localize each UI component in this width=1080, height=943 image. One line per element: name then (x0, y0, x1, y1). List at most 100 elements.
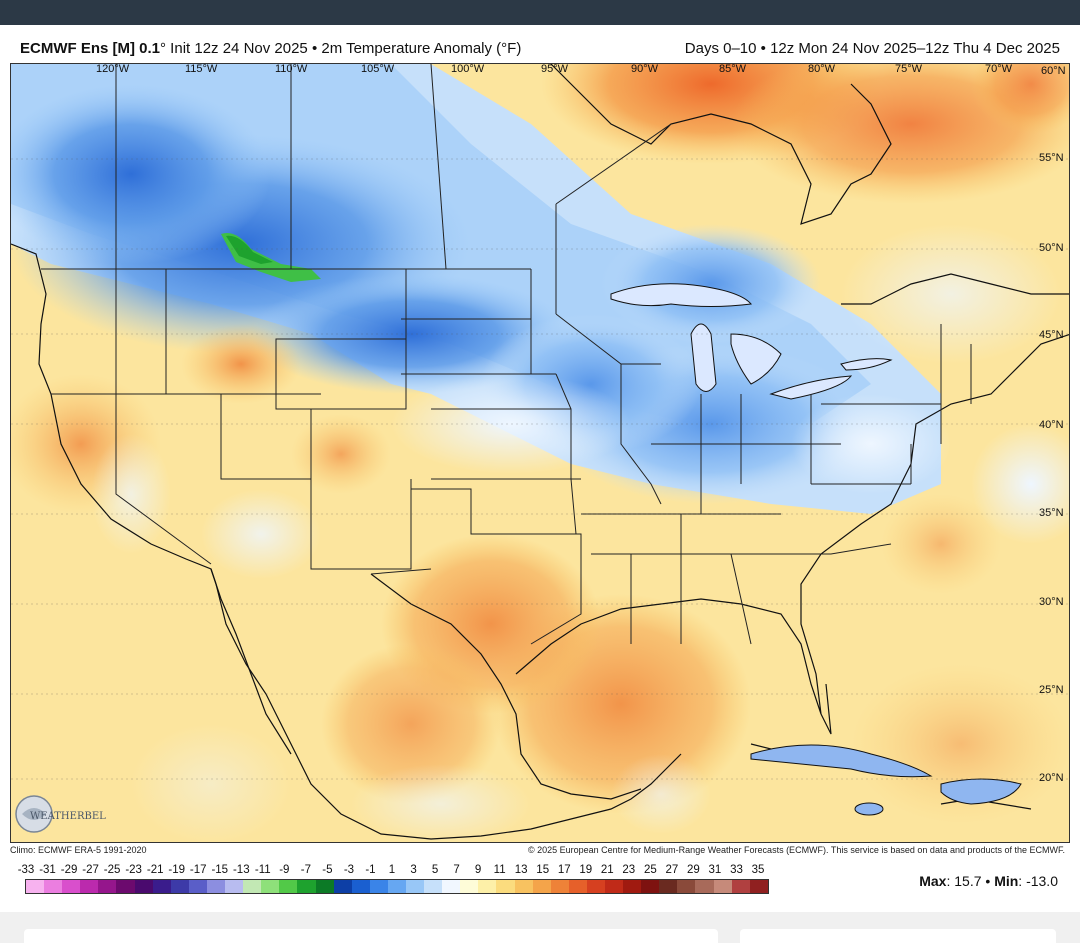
lat-label-50n: 50°N (1039, 242, 1064, 254)
colorscale-label: 33 (730, 864, 743, 876)
lon-label-85w: 85°W (719, 63, 747, 75)
temperature-anomaly-map: 120°W 115°W 110°W 105°W 100°W 95°W 90°W … (10, 63, 1070, 843)
colorscale-swatch (351, 880, 370, 893)
colorscale-label: -11 (254, 864, 271, 876)
lat-label-60n: 60°N (1041, 65, 1066, 77)
lon-label-105w: 105°W (361, 63, 395, 75)
colorscale-swatch (496, 880, 515, 893)
colorscale-label: -33 (17, 864, 35, 876)
colorscale-label: -13 (232, 864, 250, 876)
lon-label-120w: 120°W (96, 63, 130, 75)
colorscale-label: -29 (60, 864, 78, 876)
colorscale-label: -1 (365, 864, 376, 876)
colorscale-swatch (243, 880, 262, 893)
colorscale-swatch (44, 880, 63, 893)
max-min-readout: Max: 15.7 • Min: -13.0 (919, 873, 1058, 889)
colorscale-swatch (478, 880, 497, 893)
colorscale-swatch (225, 880, 244, 893)
colorscale-swatch (550, 880, 569, 893)
colorscale-label: -19 (168, 864, 186, 876)
colorscale-label: 35 (751, 864, 765, 876)
colorscale-swatch (605, 880, 624, 893)
colorscale-swatch (442, 880, 461, 893)
colorscale-label: 29 (687, 864, 700, 876)
content-card-left (24, 929, 718, 943)
lat-label-20n: 20°N (1039, 772, 1064, 784)
colorscale-swatch (26, 880, 45, 893)
colorscale-swatch (62, 880, 81, 893)
colorscale-label: -7 (300, 864, 311, 876)
colorscale-swatch (333, 880, 352, 893)
state-borders (41, 268, 972, 645)
colorscale-swatch (369, 880, 388, 893)
colorscale-label: 21 (600, 864, 614, 876)
map-header: ECMWF Ens [M] 0.1° Init 12z 24 Nov 2025 … (0, 36, 1080, 62)
min-value: : -13.0 (1018, 873, 1058, 889)
colorscale-label: -17 (189, 864, 207, 876)
colorscale-swatch (188, 880, 207, 893)
content-card-right (740, 929, 1056, 943)
colorscale-label: -21 (146, 864, 164, 876)
colorscale-label: 9 (474, 864, 482, 876)
model-name: ECMWF Ens [M] 0.1 (20, 40, 161, 57)
lat-label-40n: 40°N (1039, 419, 1064, 431)
colorscale-swatch (206, 880, 226, 893)
colorscale-label: 19 (579, 864, 593, 876)
lat-label-30n: 30°N (1039, 596, 1064, 608)
colorscale-label: 27 (665, 864, 679, 876)
coastlines (11, 64, 1069, 840)
great-lakes (610, 283, 893, 400)
title-details: ° Init 12z 24 Nov 2025 • 2m Temperature … (160, 40, 522, 57)
colorscale-swatch (98, 880, 117, 893)
colorscale-swatch (713, 880, 732, 893)
province-borders (115, 64, 672, 314)
lat-label-35n: 35°N (1039, 507, 1064, 519)
colorscale-swatch (152, 880, 171, 893)
colorscale-swatch (568, 880, 587, 893)
colorscale-swatch (134, 880, 153, 893)
logo-text: WEATHERBELL (30, 811, 106, 822)
colorscale-label: 11 (493, 864, 506, 876)
lon-label-70w: 70°W (985, 63, 1013, 75)
colorscale-swatch (297, 880, 316, 893)
colorscale-swatch (405, 880, 425, 893)
colorscale-label: -27 (82, 864, 99, 876)
colorscale-label: -31 (39, 864, 56, 876)
colorscale-swatch (387, 880, 406, 893)
colorscale-swatch (641, 880, 660, 893)
colorscale-swatch (460, 880, 479, 893)
colorscale-label: 15 (536, 864, 550, 876)
colorscale-swatch (659, 880, 678, 893)
min-label: Min (994, 873, 1019, 889)
colorscale-label: 17 (557, 864, 571, 876)
colorscale-swatch (315, 880, 334, 893)
colorscale-label: -15 (211, 864, 229, 876)
colorscale-swatch (261, 880, 280, 893)
lon-label-75w: 75°W (895, 63, 923, 75)
colorscale-label: 1 (388, 864, 396, 876)
colorscale-label: 7 (453, 864, 460, 876)
lat-label-45n: 45°N (1039, 329, 1064, 341)
colorscale-swatch (695, 880, 714, 893)
max-label: Max (919, 873, 947, 889)
lon-label-100w: 100°W (451, 63, 485, 75)
bottom-panel (0, 912, 1080, 943)
lon-label-90w: 90°W (631, 63, 659, 75)
colorscale-swatch (514, 880, 533, 893)
colorscale-swatch (749, 880, 768, 893)
caribbean-islands (750, 744, 1022, 816)
colorscale-label: -3 (343, 864, 355, 876)
colorscale-swatch (80, 880, 99, 893)
valid-period: Days 0–10 • 12z Mon 24 Nov 2025–12z Thu … (684, 40, 1060, 57)
copyright-notice: © 2025 European Centre for Medium-Range … (527, 845, 1065, 855)
map-title: ECMWF Ens [M] 0.1° Init 12z 24 Nov 2025 … (20, 40, 521, 57)
climo-source: Climo: ECMWF ERA-5 1991-2020 (10, 845, 147, 855)
max-value: : 15.7 (946, 873, 982, 889)
colorscale-swatch (623, 880, 642, 893)
colorscale-swatch (170, 880, 189, 893)
colorscale-label: 25 (643, 864, 657, 876)
colorscale-label: 31 (708, 864, 722, 876)
colorscale-swatch (677, 880, 696, 893)
colorscale-label: -9 (279, 864, 290, 876)
lon-label-115w: 115°W (185, 63, 218, 75)
